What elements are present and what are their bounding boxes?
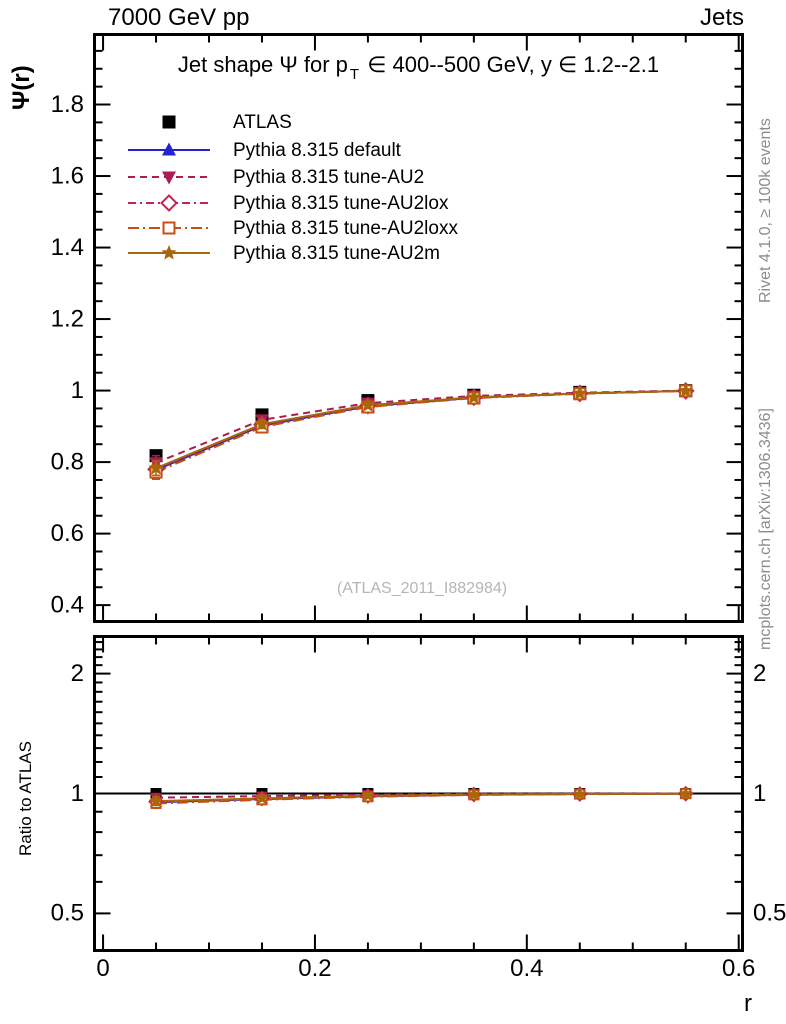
legend-label: Pythia 8.315 tune-AU2lox xyxy=(233,193,449,214)
ratio-y-tick-label-right: 2 xyxy=(753,660,766,687)
main-panel: 0.4 0.6 0.8 1 1.2 1.4 1.6 1.8 (ATLAS_2011_I88298… xyxy=(51,33,744,623)
x-axis-title: r xyxy=(744,990,752,1017)
legend-label: Pythia 8.315 tune-AU2loxx xyxy=(233,218,458,239)
series-line xyxy=(155,389,686,470)
ratio-y-axis-title: Ratio to ATLAS xyxy=(16,741,35,856)
x-tick-label: 0.4 xyxy=(510,955,543,982)
ratio-y-tick-label-right: 0.5 xyxy=(753,900,786,927)
data-point-marker xyxy=(161,245,177,260)
main-y-tick-label: 0.6 xyxy=(51,520,84,547)
ratio-y-tick-label-left: 2 xyxy=(71,660,84,687)
legend-entry: Pythia 8.315 tune-AU2 xyxy=(128,167,424,188)
data-point-marker xyxy=(360,397,376,412)
watermark-text: (ATLAS_2011_I882984) xyxy=(337,580,507,597)
plot-title-post: ∈ 400--500 GeV, y ∈ 1.2--2.1 xyxy=(361,52,660,77)
ratio-panel: 0 0.2 0.4 0.6 0.5 0.5 1 1 2 2 xyxy=(51,635,786,982)
series-line xyxy=(155,792,686,803)
main-y-tick-label: 1 xyxy=(71,377,84,404)
legend-label: ATLAS xyxy=(233,112,292,133)
main-y-tick-label: 1.4 xyxy=(51,234,84,261)
data-point-marker xyxy=(162,171,176,185)
x-tick-label: 0 xyxy=(96,955,109,982)
main-y-tick-label: 0.4 xyxy=(51,591,84,618)
data-point-marker xyxy=(160,194,178,212)
main-y-tick-label: 1.2 xyxy=(51,305,84,332)
ratio-y-tick-label-right: 1 xyxy=(753,780,766,807)
data-point-marker xyxy=(466,389,482,404)
plot-title-subscript: T xyxy=(349,66,360,83)
series-line xyxy=(155,389,686,474)
beam-energy-label: 7000 GeV pp xyxy=(108,4,250,31)
data-point-marker xyxy=(162,142,176,156)
main-y-tick-label: 0.8 xyxy=(51,448,84,475)
data-point-marker xyxy=(572,385,588,400)
plot-title-pre: Jet shape Ψ for p xyxy=(177,52,348,77)
data-point-marker xyxy=(254,416,270,431)
legend-label: Pythia 8.315 tune-AU2m xyxy=(233,243,440,264)
legend-label: Pythia 8.315 tune-AU2 xyxy=(233,167,424,188)
x-tick-label: 0.6 xyxy=(722,955,755,982)
data-point-marker xyxy=(148,460,164,475)
data-point-marker xyxy=(679,786,693,800)
legend-entry: ATLAS xyxy=(162,112,292,133)
rivet-version-note: Rivet 4.1.0, ≥ 100k events xyxy=(757,118,774,303)
mcplots-arxiv-note: mcplots.cern.ch [arXiv:1306.3436] xyxy=(757,408,774,650)
data-point-marker xyxy=(678,382,694,398)
legend-entry: Pythia 8.315 tune-AU2lox xyxy=(128,193,449,214)
legend-label: Pythia 8.315 default xyxy=(233,140,402,161)
data-point-marker xyxy=(255,791,269,805)
data-point-marker xyxy=(162,221,176,235)
data-point-marker xyxy=(467,787,481,801)
data-point-marker xyxy=(361,788,375,802)
legend-entry: Pythia 8.315 tune-AU2loxx xyxy=(128,218,458,239)
data-point-marker xyxy=(573,787,587,800)
main-y-tick-label: 1.6 xyxy=(51,162,84,189)
main-y-tick-label: 1.8 xyxy=(51,91,84,118)
ratio-y-tick-label-left: 1 xyxy=(71,780,84,807)
ratio-y-tick-label-left: 0.5 xyxy=(51,900,84,927)
data-point-marker xyxy=(162,115,176,129)
x-tick-label: 0.2 xyxy=(298,955,331,982)
legend-entry: Pythia 8.315 default xyxy=(128,140,402,161)
data-point-marker xyxy=(149,794,163,807)
main-y-axis-title: Ψ(r) xyxy=(8,65,35,110)
panel-frame xyxy=(93,33,744,623)
legend-entry: Pythia 8.315 tune-AU2m xyxy=(128,243,440,264)
analysis-group-label: Jets xyxy=(699,4,744,31)
